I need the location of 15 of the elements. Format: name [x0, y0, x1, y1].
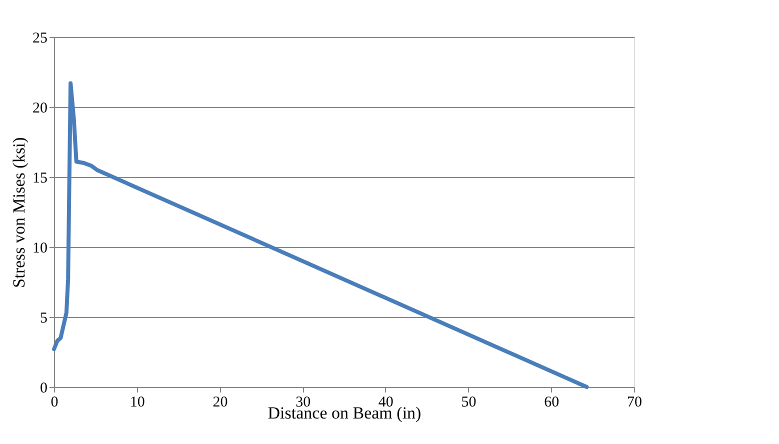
- x-tick-label: 0: [50, 394, 58, 410]
- x-tick-label: 70: [627, 394, 642, 410]
- x-tick-label: 20: [212, 394, 228, 410]
- y-tick-label: 10: [32, 240, 48, 256]
- y-tick-label: 5: [40, 310, 48, 326]
- y-tick-label: 15: [32, 170, 48, 186]
- y-tick-label: 0: [40, 380, 48, 396]
- x-tick-label: 50: [461, 394, 476, 410]
- y-axis-title: Stress von Mises (ksi): [10, 137, 28, 288]
- x-tick-label: 10: [130, 394, 145, 410]
- y-tick-label: 25: [32, 30, 48, 46]
- line-series: [52, 81, 589, 389]
- y-tick-label: 20: [32, 100, 48, 116]
- x-tick-label: 60: [544, 394, 560, 410]
- x-tick-label: 40: [378, 394, 394, 410]
